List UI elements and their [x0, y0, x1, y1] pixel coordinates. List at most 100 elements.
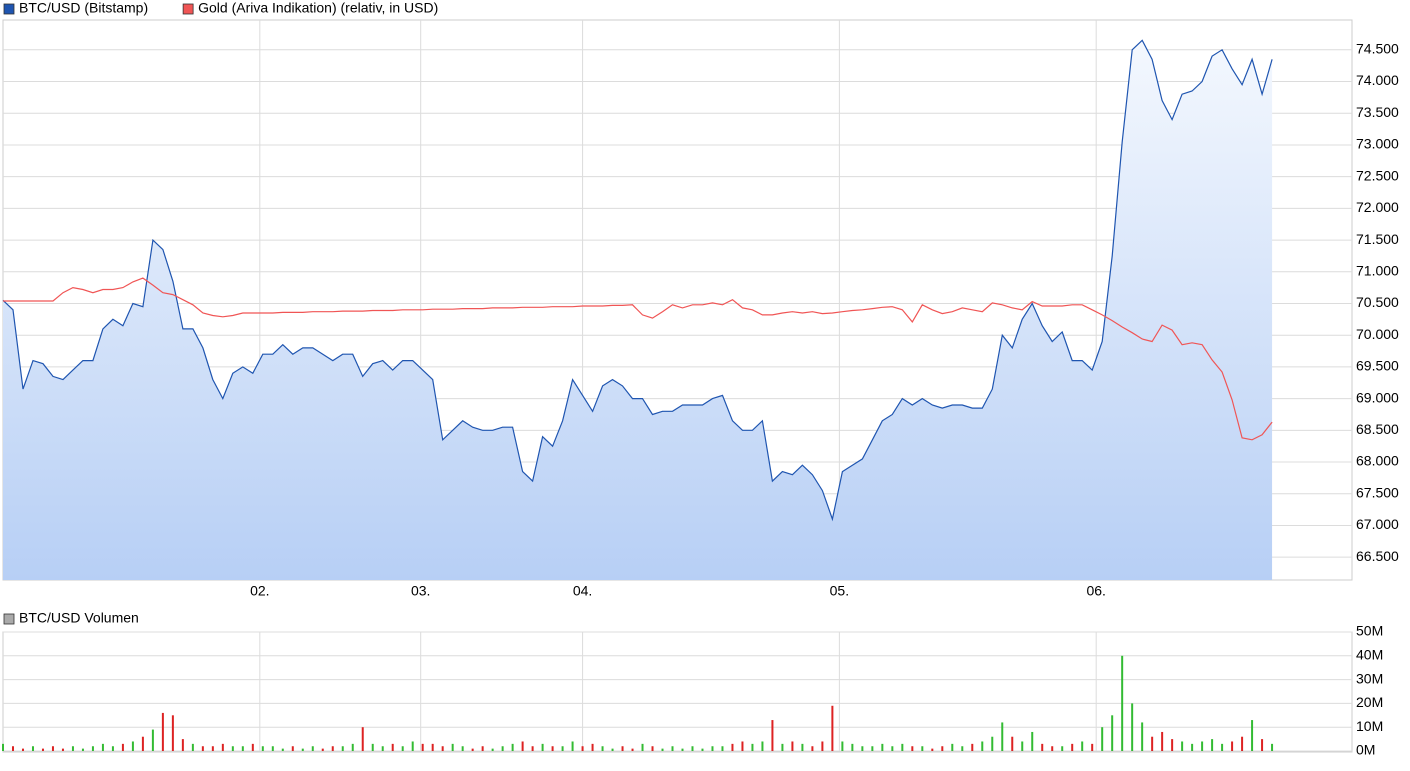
volume-bar	[531, 746, 534, 751]
volume-bar	[891, 746, 894, 751]
volume-bar	[941, 746, 944, 751]
volume-bar	[861, 746, 864, 751]
volume-bar	[201, 746, 204, 751]
volume-bar	[1231, 741, 1234, 751]
volume-bar	[1141, 722, 1144, 751]
y-tick-label: 30M	[1356, 670, 1383, 686]
volume-bar	[1241, 736, 1244, 751]
y-tick-label: 67.500	[1356, 484, 1399, 500]
y-tick-label: 71.500	[1356, 231, 1399, 247]
volume-bar	[311, 746, 314, 751]
x-tick-label: 05.	[830, 583, 849, 599]
volume-bar	[801, 743, 804, 751]
legend-swatch	[3, 3, 15, 15]
volume-bar	[171, 715, 174, 751]
volume-bar	[491, 748, 494, 751]
volume-bar	[1011, 736, 1014, 751]
volume-bar	[301, 748, 304, 751]
y-tick-label: 70.000	[1356, 326, 1399, 342]
volume-bar	[381, 746, 384, 751]
volume-bar	[641, 743, 644, 751]
volume-bar	[281, 748, 284, 751]
volume-bar	[111, 746, 114, 751]
volume-bar	[411, 741, 414, 751]
volume-bar	[911, 746, 914, 751]
volume-bar	[161, 712, 164, 751]
volume-bar	[1091, 743, 1094, 751]
x-tick-label: 04.	[573, 583, 592, 599]
volume-bar	[291, 746, 294, 751]
y-tick-label: 73.500	[1356, 104, 1399, 120]
volume-bar	[21, 748, 24, 751]
area	[3, 40, 1273, 581]
volume-bar	[1111, 715, 1114, 751]
volume-bar	[11, 746, 14, 751]
volume-bar	[1021, 741, 1024, 751]
volume-bar	[231, 746, 234, 751]
volume-bar	[61, 748, 64, 751]
volume-bar	[871, 746, 874, 751]
volume-bar	[991, 736, 994, 751]
volume-bar	[741, 741, 744, 751]
volume-bar	[271, 746, 274, 751]
y-tick-label: 74.500	[1356, 41, 1399, 57]
volume-bar	[631, 748, 634, 751]
volume-frame	[2, 631, 1353, 753]
volume-bar	[981, 741, 984, 751]
volume-bar	[371, 743, 374, 751]
y-tick-label: 69.000	[1356, 389, 1399, 405]
volume-bar	[1031, 731, 1034, 751]
volume-bar	[1161, 731, 1164, 751]
volume-bar	[571, 741, 574, 751]
volume-bar	[71, 746, 74, 751]
volume-bar	[771, 720, 774, 751]
volume-bar	[401, 746, 404, 751]
y-tick-label: 67.000	[1356, 516, 1399, 532]
volume-bar	[351, 743, 354, 751]
volume-bar	[971, 743, 974, 751]
y-tick-label: 73.000	[1356, 136, 1399, 152]
volume-bar	[191, 743, 194, 751]
volume-bar	[131, 741, 134, 751]
y-tick-label: 72.500	[1356, 167, 1399, 183]
x-tick-label: 06.	[1086, 583, 1105, 599]
volume-bar	[1191, 743, 1194, 751]
volume-bar	[1271, 743, 1274, 751]
volume-bar	[591, 743, 594, 751]
volume-bar	[511, 743, 514, 751]
volume-bar	[651, 746, 654, 751]
volume-bar	[841, 741, 844, 751]
volume-bar	[1251, 720, 1254, 751]
volume-bar	[1211, 739, 1214, 751]
volume-bar	[1061, 746, 1064, 751]
line	[3, 277, 1273, 441]
x-tick-label: 03.	[411, 583, 430, 599]
volume-bar	[471, 748, 474, 751]
volume-bar	[151, 729, 154, 751]
volume-bar	[931, 748, 934, 751]
volume-bar	[811, 746, 814, 751]
volume-bar	[581, 746, 584, 751]
volume-bar	[751, 743, 754, 751]
y-tick-label: 40M	[1356, 647, 1383, 663]
volume-bar	[951, 743, 954, 751]
volume-bar	[2, 743, 4, 751]
volume-bar	[1041, 743, 1044, 751]
volume-bar	[721, 746, 724, 751]
volume-bar	[501, 746, 504, 751]
volume-bar	[761, 741, 764, 751]
volume-bar	[781, 743, 784, 751]
volume-bar	[1171, 739, 1174, 751]
volume-bar	[441, 746, 444, 751]
y-tick-label: 20M	[1356, 694, 1383, 710]
volume-bar	[671, 746, 674, 751]
volume-bar	[1081, 741, 1084, 751]
volume-bar	[1101, 727, 1104, 751]
volume-bar	[241, 746, 244, 751]
volume-bar	[821, 741, 824, 751]
volume-bar	[461, 746, 464, 751]
volume-bar	[551, 746, 554, 751]
volume-bar	[831, 705, 834, 751]
volume-bar	[361, 727, 364, 751]
